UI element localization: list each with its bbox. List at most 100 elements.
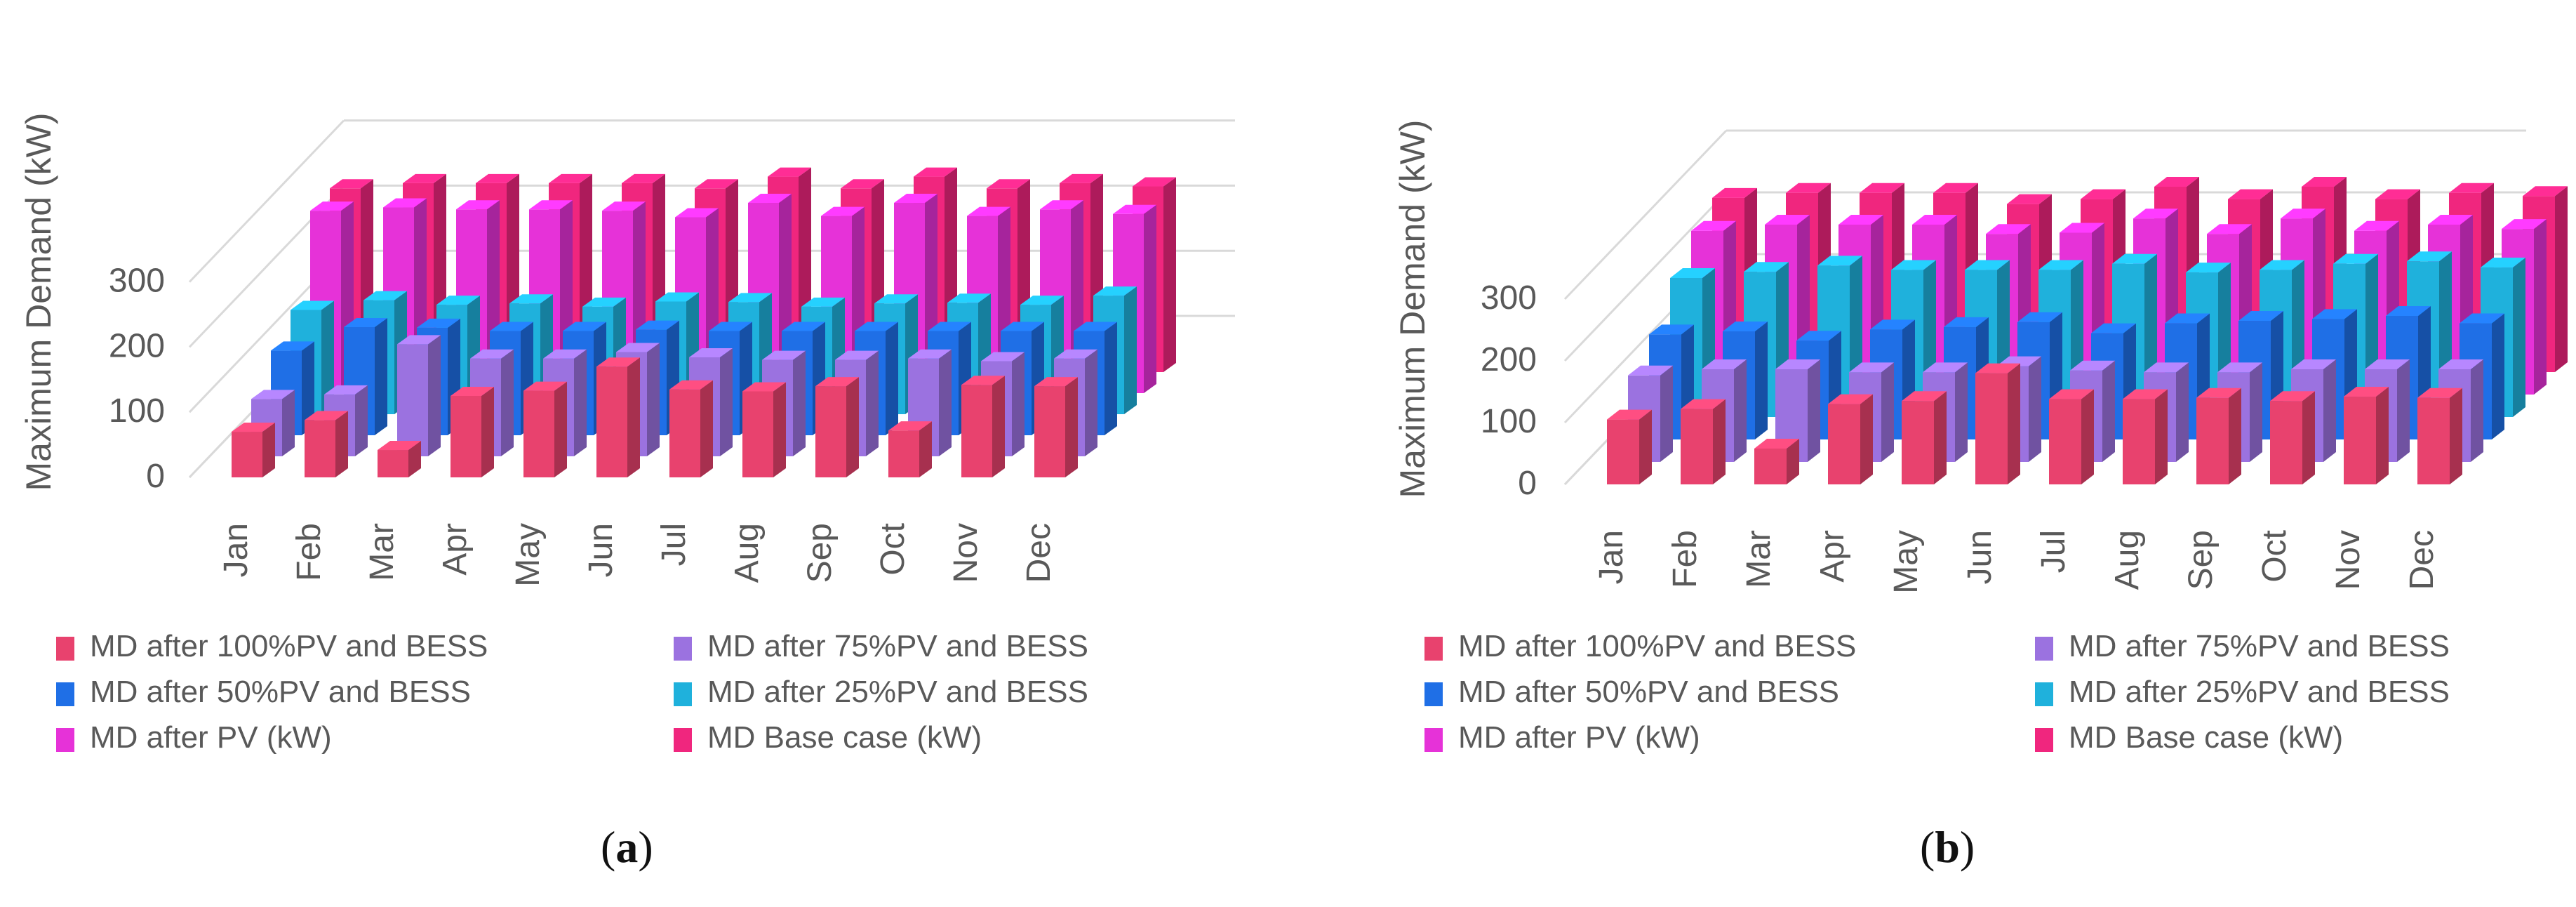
legend-swatch	[56, 682, 74, 706]
bar-side	[1660, 365, 1673, 462]
bar-top	[2133, 208, 2178, 219]
bar-top	[476, 173, 519, 183]
x-tick-label: Jan	[1593, 530, 1630, 584]
legend-entry: MD Base case (kW)	[2069, 720, 2343, 755]
bar-top	[2017, 312, 2062, 322]
legend: MD after 100%PV and BESS MD after 75%PV a…	[1424, 629, 2450, 755]
bar-top	[2060, 223, 2104, 233]
bar-top	[947, 293, 991, 303]
bar-may-series-0	[523, 381, 567, 477]
bar-front	[1902, 401, 1934, 484]
legend-swatch	[2035, 637, 2053, 661]
bar-top	[709, 322, 752, 331]
bar-top	[2523, 186, 2568, 197]
bar-oct-series-0	[2270, 391, 2315, 484]
bar-top	[2344, 387, 2389, 397]
bar-top	[1775, 359, 1820, 369]
legend-entry: MD after 100%PV and BESS	[90, 629, 488, 663]
chart-panel-b: 0 100 200 300 Maximum Demand (kW) Jan Feb Mar Ap…	[1393, 120, 2568, 755]
bar-front	[1034, 386, 1065, 477]
bar-top	[616, 343, 660, 352]
legend-entry: MD after PV (kW)	[1458, 720, 1700, 755]
bar-top	[2081, 189, 2125, 199]
bar-side	[2102, 360, 2115, 462]
legend-entry: MD after 75%PV and BESS	[707, 629, 1088, 663]
bar-side	[2029, 356, 2041, 462]
bar-side	[1755, 322, 1768, 439]
bar-jun-series-0	[1975, 363, 2020, 484]
bar-side	[355, 385, 368, 456]
bar-top	[2438, 359, 2483, 369]
bar-top	[801, 297, 845, 307]
legend-swatch	[56, 637, 74, 661]
bar-side	[992, 376, 1005, 477]
bar-top	[490, 322, 533, 331]
bar-top	[1754, 438, 1799, 449]
y-tick-label: 300	[109, 263, 165, 300]
bar-top	[2481, 258, 2525, 268]
bar-side	[282, 390, 295, 456]
bar-side	[1105, 322, 1117, 435]
bar-top	[762, 350, 806, 360]
legend-swatch	[2035, 682, 2053, 706]
bar-top	[987, 179, 1030, 189]
bar-top	[914, 167, 957, 177]
bar-side	[1085, 349, 1097, 456]
legend-entry: MD after 50%PV and BESS	[1458, 675, 1839, 709]
bar-top	[2238, 311, 2283, 322]
bar-side	[302, 341, 314, 435]
bar-side	[481, 387, 494, 477]
bar-top	[1870, 319, 1915, 330]
series-0	[1607, 363, 2462, 484]
bar-nov-series-0	[2344, 387, 2389, 484]
bar-top	[2386, 306, 2431, 316]
bar-top	[563, 322, 606, 331]
bar-sep-series-0	[2196, 388, 2241, 484]
bar-top	[271, 341, 314, 351]
bar-top	[2228, 189, 2273, 199]
bar-side	[1163, 177, 1176, 372]
bar-top	[1838, 215, 1883, 225]
x-tick-label: Oct	[874, 523, 912, 576]
bar-top	[1001, 322, 1044, 331]
bar-top	[675, 208, 719, 218]
bar-front	[2196, 397, 2229, 484]
bar-may-series-0	[1902, 391, 1947, 484]
bar-top	[2196, 388, 2241, 398]
bar-side	[1713, 399, 1726, 484]
bar-top	[470, 349, 514, 359]
chart-panel-a: 0 100 200 300 Maximum Demand (kW) Jan Feb Mar Ap…	[19, 113, 1235, 755]
bar-front	[397, 344, 428, 456]
bar-side	[2450, 388, 2462, 484]
bar-top	[2260, 260, 2304, 270]
bar-apr-series-0	[1828, 394, 1873, 484]
x-tick-label: May	[1888, 530, 1925, 594]
bar-dec-series-0	[2417, 388, 2462, 484]
y-tick-label: 100	[109, 392, 165, 430]
bar-top	[1965, 260, 2010, 270]
bar-top	[961, 376, 1005, 385]
x-tick-label: Jun	[1961, 530, 1998, 584]
legend: MD after 100%PV and BESS MD after 75%PV a…	[56, 629, 1088, 755]
bar-side	[866, 350, 879, 456]
bar-top	[2217, 362, 2262, 373]
bar-top	[967, 206, 1010, 216]
bar-top	[291, 300, 334, 310]
x-tick-label: Aug	[2109, 530, 2146, 590]
bar-top	[324, 385, 368, 395]
bar-top	[2354, 220, 2399, 231]
bar-top	[602, 201, 646, 211]
bar-top	[509, 294, 553, 304]
bar-top	[1074, 322, 1117, 331]
bar-top	[2302, 177, 2347, 187]
bar-top	[1040, 200, 1083, 210]
bar-side	[1639, 409, 1652, 484]
bar-top	[1054, 349, 1097, 359]
y-tick-label: 300	[1481, 279, 1537, 317]
bar-front	[378, 450, 408, 477]
x-tick-label: Aug	[728, 523, 766, 583]
bar-mar-series-0	[378, 441, 421, 477]
bar-top	[436, 296, 480, 305]
y-tick-label: 0	[146, 458, 165, 495]
